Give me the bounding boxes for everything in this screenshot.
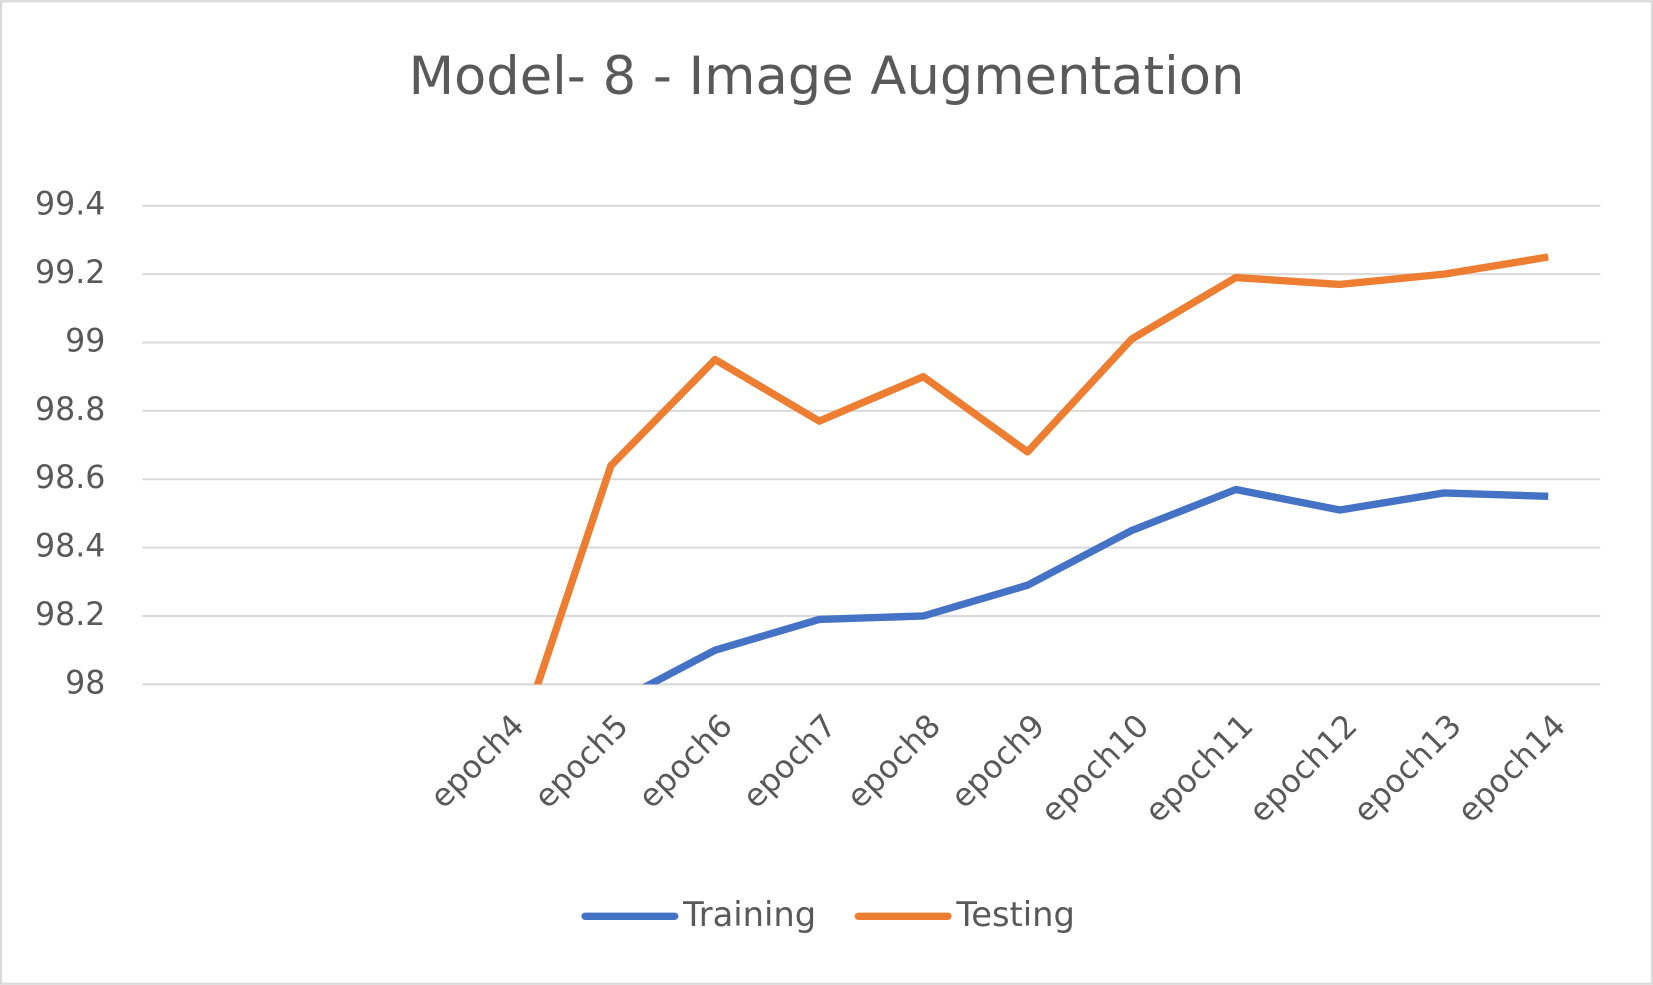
chart-title: Model- 8 - Image Augmentation (409, 46, 1245, 107)
legend-label: Training (682, 895, 816, 934)
series-line (533, 253, 1549, 685)
y-tick-label: 98.8 (35, 392, 105, 428)
plot-area (533, 253, 1549, 685)
y-tick-label: 98.2 (35, 597, 105, 633)
y-tick-label: 98 (65, 665, 105, 701)
y-tick-label: 98.6 (35, 460, 105, 496)
y-tick-label: 99.2 (35, 255, 105, 291)
legend-label: Testing (955, 895, 1075, 934)
series-line (642, 485, 1549, 685)
y-tick-label: 99.4 (35, 187, 105, 223)
y-tick-label: 99 (65, 324, 105, 360)
y-tick-label: 98.4 (35, 529, 105, 565)
grid (142, 204, 1601, 686)
